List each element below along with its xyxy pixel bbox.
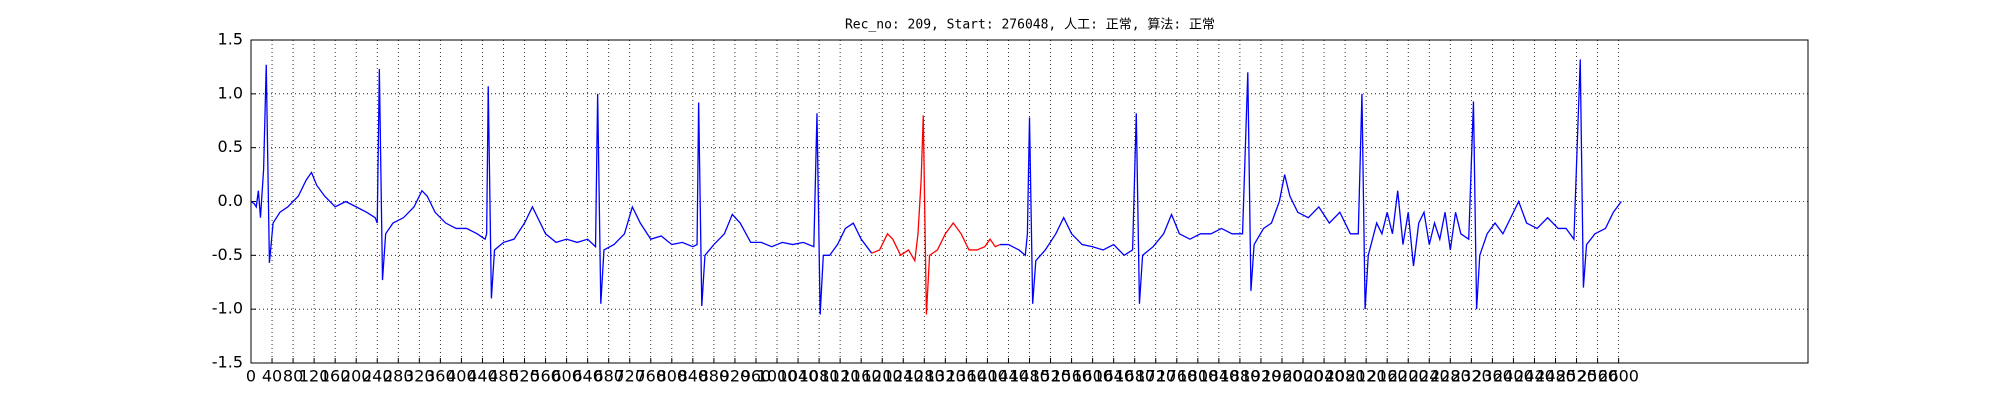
x-tick-label: 1520 <box>1030 367 1071 386</box>
x-tick-label: 360 <box>425 367 456 386</box>
x-tick-label: 760 <box>635 367 666 386</box>
x-tick-label: 1440 <box>988 367 1029 386</box>
y-tick-label: -1.5 <box>212 353 243 372</box>
x-tick-label: 1640 <box>1093 367 1134 386</box>
signal-line <box>250 59 1622 315</box>
x-tick-label: 1200 <box>862 367 903 386</box>
x-tick-label: 520 <box>509 367 540 386</box>
x-tick-label: 400 <box>446 367 477 386</box>
x-tick-label: 1040 <box>778 367 819 386</box>
x-tick-label: 1240 <box>883 367 924 386</box>
x-tick-label: 880 <box>699 367 730 386</box>
x-tick-label: 800 <box>657 367 688 386</box>
x-tick-label: 160 <box>320 367 351 386</box>
x-tick-label: 120 <box>299 367 330 386</box>
x-tick-label: 2160 <box>1367 367 1408 386</box>
x-tick-label: 2360 <box>1472 367 1513 386</box>
x-tick-label: 2120 <box>1346 367 1387 386</box>
y-tick-label: 0.0 <box>218 191 243 210</box>
x-tick-label: 1560 <box>1051 367 1092 386</box>
x-tick-label: 560 <box>530 367 561 386</box>
x-tick-label: 2560 <box>1577 367 1618 386</box>
x-tick-label: 1800 <box>1177 367 1218 386</box>
x-tick-label: 2440 <box>1514 367 1555 386</box>
x-tick-label: 640 <box>572 367 603 386</box>
x-tick-label: 1120 <box>820 367 861 386</box>
x-tick-label: 480 <box>488 367 519 386</box>
y-tick-label: -1.0 <box>212 299 243 318</box>
plot-frame <box>250 39 1809 364</box>
x-tick-label: 2600 <box>1598 367 1639 386</box>
x-tick-label: 1680 <box>1114 367 1155 386</box>
x-tick-label: 200 <box>341 367 372 386</box>
x-tick-label: 2040 <box>1304 367 1345 386</box>
x-tick-label: 1880 <box>1220 367 1261 386</box>
x-tick-label: 1000 <box>757 367 798 386</box>
x-tick-label: 2400 <box>1493 367 1534 386</box>
x-tick-label: 600 <box>551 367 582 386</box>
x-tick-label: 2240 <box>1409 367 1450 386</box>
y-tick-label: 1.5 <box>218 30 243 49</box>
x-tick-label: 2480 <box>1535 367 1576 386</box>
x-tick-label: 680 <box>593 367 624 386</box>
x-tick-label: 1280 <box>904 367 945 386</box>
x-tick-label: 2280 <box>1430 367 1471 386</box>
signal-line <box>871 115 1001 315</box>
x-tick-label: 1960 <box>1262 367 1303 386</box>
x-tick-label: 1360 <box>946 367 987 386</box>
x-tick-label: 2320 <box>1451 367 1492 386</box>
x-tick-label: 1720 <box>1135 367 1176 386</box>
chart-title: Rec_no: 209, Start: 276048, 人工: 正常, 算法: … <box>845 18 1215 33</box>
x-tick-label: 0 <box>246 367 256 386</box>
y-tick-label: 1.0 <box>218 83 243 102</box>
x-tick-label: 2200 <box>1388 367 1429 386</box>
x-tick-label: 840 <box>678 367 709 386</box>
x-tick-label: 80 <box>283 367 303 386</box>
x-tick-label: 2080 <box>1325 367 1366 386</box>
x-tick-label: 1320 <box>925 367 966 386</box>
x-tick-label: 1080 <box>799 367 840 386</box>
x-tick-label: 960 <box>741 367 772 386</box>
y-tick-label: -0.5 <box>212 245 243 264</box>
x-tick-label: 2000 <box>1283 367 1324 386</box>
x-tick-label: 440 <box>467 367 498 386</box>
y-tick-label: 0.5 <box>218 137 243 156</box>
x-tick-label: 1840 <box>1199 367 1240 386</box>
x-tick-label: 2520 <box>1556 367 1597 386</box>
x-tick-label: 1920 <box>1241 367 1282 386</box>
x-tick-label: 1600 <box>1072 367 1113 386</box>
x-tick-label: 40 <box>262 367 282 386</box>
x-tick-label: 1760 <box>1156 367 1197 386</box>
x-tick-label: 1400 <box>967 367 1008 386</box>
x-tick-label: 720 <box>614 367 645 386</box>
x-tick-label: 320 <box>404 367 435 386</box>
x-tick-label: 1160 <box>841 367 882 386</box>
x-tick-label: 240 <box>362 367 393 386</box>
x-tick-label: 280 <box>383 367 414 386</box>
x-tick-label: 1480 <box>1009 367 1050 386</box>
x-tick-label: 920 <box>720 367 751 386</box>
